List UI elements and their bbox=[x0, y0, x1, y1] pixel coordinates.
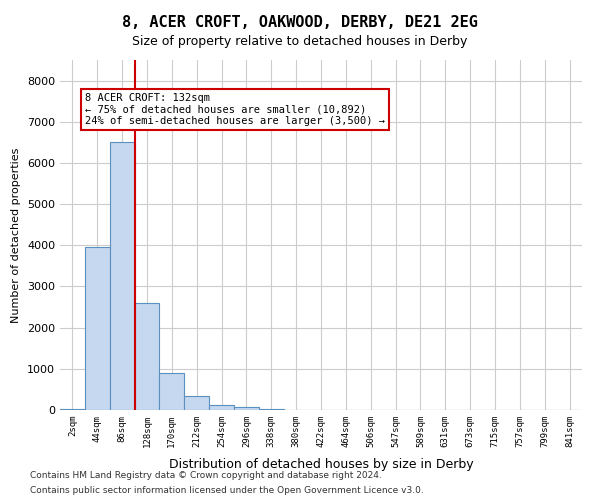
Bar bbox=[110, 142, 134, 410]
Text: Size of property relative to detached houses in Derby: Size of property relative to detached ho… bbox=[133, 35, 467, 48]
Text: 8 ACER CROFT: 132sqm
← 75% of detached houses are smaller (10,892)
24% of semi-d: 8 ACER CROFT: 132sqm ← 75% of detached h… bbox=[85, 93, 385, 126]
Bar bbox=[85, 248, 110, 410]
Bar bbox=[160, 373, 184, 410]
Bar bbox=[184, 396, 209, 410]
Text: 8, ACER CROFT, OAKWOOD, DERBY, DE21 2EG: 8, ACER CROFT, OAKWOOD, DERBY, DE21 2EG bbox=[122, 15, 478, 30]
Bar bbox=[134, 303, 160, 410]
Bar bbox=[209, 404, 234, 410]
Text: Contains HM Land Registry data © Crown copyright and database right 2024.: Contains HM Land Registry data © Crown c… bbox=[30, 471, 382, 480]
Text: Contains public sector information licensed under the Open Government Licence v3: Contains public sector information licen… bbox=[30, 486, 424, 495]
Bar bbox=[259, 409, 284, 410]
Y-axis label: Number of detached properties: Number of detached properties bbox=[11, 148, 22, 322]
Bar bbox=[60, 409, 85, 410]
Bar bbox=[234, 406, 259, 410]
X-axis label: Distribution of detached houses by size in Derby: Distribution of detached houses by size … bbox=[169, 458, 473, 471]
